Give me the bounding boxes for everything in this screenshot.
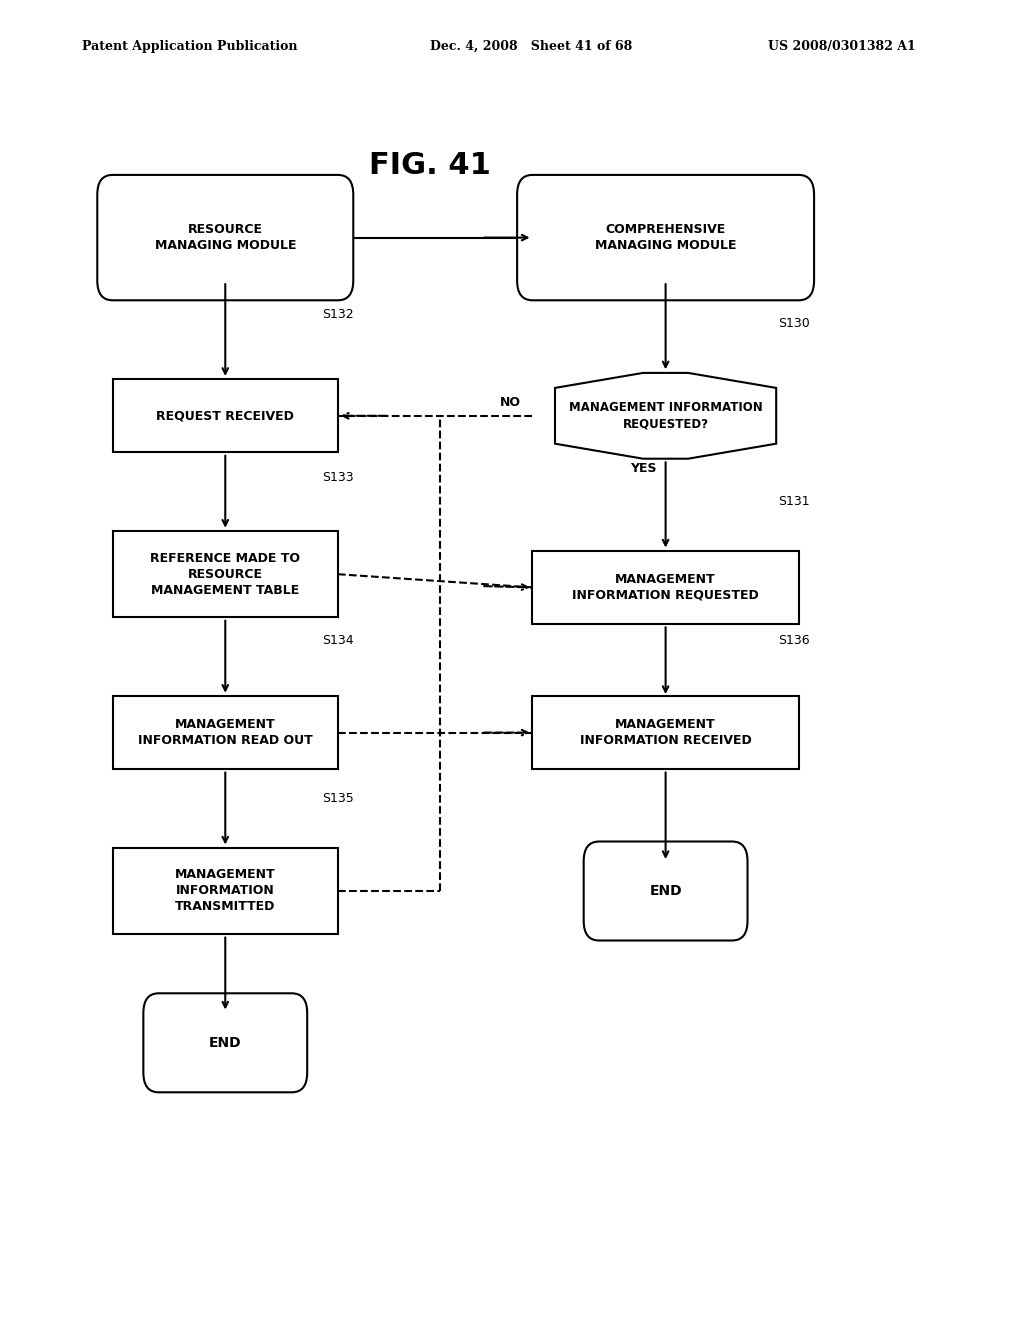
Polygon shape: [555, 372, 776, 458]
FancyBboxPatch shape: [584, 842, 748, 940]
Text: NO: NO: [500, 396, 520, 409]
FancyBboxPatch shape: [143, 993, 307, 1093]
Text: Dec. 4, 2008   Sheet 41 of 68: Dec. 4, 2008 Sheet 41 of 68: [430, 40, 633, 53]
Bar: [532, 552, 799, 623]
FancyBboxPatch shape: [97, 176, 353, 301]
Bar: [113, 532, 338, 618]
Text: END: END: [209, 1036, 242, 1049]
Text: COMPREHENSIVE
MANAGING MODULE: COMPREHENSIVE MANAGING MODULE: [595, 223, 736, 252]
Text: FIG. 41: FIG. 41: [369, 150, 492, 180]
Text: S131: S131: [778, 495, 810, 508]
Text: END: END: [649, 884, 682, 898]
Text: RESOURCE
MANAGING MODULE: RESOURCE MANAGING MODULE: [155, 223, 296, 252]
Bar: [532, 697, 799, 768]
Text: S136: S136: [778, 634, 810, 647]
Text: REFERENCE MADE TO
RESOURCE
MANAGEMENT TABLE: REFERENCE MADE TO RESOURCE MANAGEMENT TA…: [151, 552, 300, 597]
Bar: [113, 849, 338, 935]
Text: S134: S134: [323, 634, 354, 647]
Bar: [113, 697, 338, 768]
Text: S135: S135: [323, 792, 354, 805]
Text: REQUEST RECEIVED: REQUEST RECEIVED: [157, 409, 294, 422]
Text: US 2008/0301382 A1: US 2008/0301382 A1: [768, 40, 915, 53]
Text: YES: YES: [630, 462, 656, 475]
Bar: [113, 379, 338, 451]
Text: S133: S133: [323, 471, 354, 484]
Text: MANAGEMENT
INFORMATION
TRANSMITTED: MANAGEMENT INFORMATION TRANSMITTED: [175, 869, 275, 913]
Text: MANAGEMENT
INFORMATION REQUESTED: MANAGEMENT INFORMATION REQUESTED: [572, 573, 759, 602]
Text: Patent Application Publication: Patent Application Publication: [82, 40, 297, 53]
Text: S130: S130: [778, 317, 810, 330]
FancyBboxPatch shape: [517, 176, 814, 301]
Text: S132: S132: [323, 308, 354, 321]
Text: MANAGEMENT
INFORMATION READ OUT: MANAGEMENT INFORMATION READ OUT: [138, 718, 312, 747]
Text: MANAGEMENT
INFORMATION RECEIVED: MANAGEMENT INFORMATION RECEIVED: [580, 718, 752, 747]
Text: MANAGEMENT INFORMATION
REQUESTED?: MANAGEMENT INFORMATION REQUESTED?: [568, 401, 763, 430]
